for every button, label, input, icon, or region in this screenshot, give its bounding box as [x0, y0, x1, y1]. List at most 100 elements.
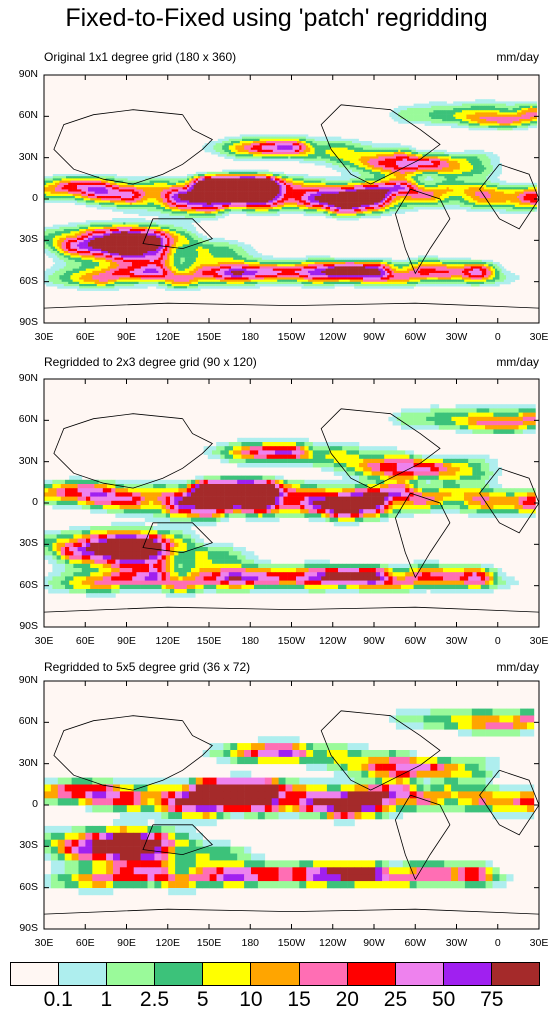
lon-label: 30W	[445, 937, 468, 949]
coastline	[320, 408, 441, 489]
colorbar-label: 50	[431, 988, 456, 1011]
colorbar-label: 1	[100, 988, 113, 1011]
coastline	[479, 467, 540, 534]
lat-label: 30S	[19, 233, 38, 246]
lat-label: 30N	[18, 454, 38, 467]
coastline	[479, 769, 540, 836]
lat-label: 90S	[19, 316, 38, 328]
lon-label: 120W	[319, 331, 347, 343]
panel-units: mm/day	[496, 50, 539, 64]
colorbar-swatch	[203, 963, 252, 985]
lon-label: 120W	[319, 635, 347, 647]
lon-label: 150E	[196, 635, 222, 647]
lat-label: 0	[32, 798, 38, 810]
main-title: Fixed-to-Fixed using 'patch' regridding	[65, 4, 488, 32]
panel-subtitle: Regridded to 2x3 degree grid (90 x 120)	[44, 355, 257, 369]
lon-label: 150W	[277, 635, 306, 647]
coastline	[394, 794, 451, 881]
lon-label: 180	[241, 937, 260, 949]
lon-label: 180	[241, 331, 260, 343]
lat-label: 30N	[18, 756, 38, 769]
lat-label: 30N	[18, 150, 38, 163]
lon-label: 90W	[363, 937, 385, 949]
colorbar-label: 5	[196, 988, 209, 1011]
coastline	[53, 715, 213, 791]
panel-subtitle: Regridded to 5x5 degree grid (36 x 72)	[44, 660, 251, 674]
lon-label: 60E	[75, 331, 95, 343]
colorbar-swatch	[347, 963, 396, 985]
lat-label: 60N	[18, 109, 38, 122]
lat-label: 30S	[19, 537, 38, 550]
colorbar-label: 75	[480, 988, 504, 1011]
lon-label: 90W	[363, 635, 385, 647]
coastline	[394, 188, 451, 275]
lat-label: 60S	[19, 578, 38, 591]
lon-label: 0	[494, 635, 501, 647]
coastline	[320, 104, 441, 185]
colorbar-label: 0.1	[43, 988, 73, 1011]
colorbar-swatch	[107, 963, 156, 985]
lon-label: 0	[494, 331, 501, 343]
lon-label: 150W	[277, 937, 306, 949]
colorbar-swatch	[491, 963, 540, 985]
lat-label: 30S	[19, 839, 38, 852]
coastline	[320, 710, 441, 791]
lon-label: 30E	[34, 937, 54, 949]
lat-label: 90N	[18, 68, 38, 80]
lon-label: 60E	[75, 635, 95, 647]
coastline	[53, 109, 213, 185]
lat-label: 90S	[19, 922, 38, 934]
panel-units: mm/day	[496, 660, 539, 674]
lon-label: 30E	[529, 331, 549, 343]
colorbar-swatch	[155, 963, 204, 985]
lon-label: 150W	[277, 331, 306, 343]
lat-label: 60N	[18, 715, 38, 728]
lat-label: 90S	[19, 620, 38, 632]
colorbar	[10, 962, 540, 986]
lon-label: 30E	[529, 937, 549, 949]
colorbar-swatch	[11, 963, 60, 985]
coastline	[394, 492, 451, 579]
lat-label: 90N	[18, 372, 38, 384]
lon-label: 180	[241, 635, 260, 647]
lon-label: 30E	[34, 635, 54, 647]
colorbar-label: 15	[287, 988, 311, 1011]
colorbar-label: 20	[335, 988, 359, 1011]
lon-label: 30W	[445, 331, 468, 343]
precip-map	[43, 74, 540, 324]
lon-label: 30W	[445, 635, 468, 647]
lat-label: 60N	[18, 413, 38, 426]
lon-label: 120E	[155, 331, 181, 343]
colorbar-label: 10	[239, 988, 263, 1011]
lat-label: 0	[32, 496, 38, 508]
coastline	[53, 413, 213, 489]
coastline	[142, 218, 214, 250]
lat-label: 60S	[19, 880, 38, 893]
lon-label: 120E	[155, 635, 181, 647]
coastline	[142, 522, 214, 554]
lat-label: 90N	[18, 674, 38, 686]
lon-label: 60E	[75, 937, 95, 949]
lon-label: 90W	[363, 331, 385, 343]
colorbar-swatch	[443, 963, 492, 985]
colorbar-swatch	[299, 963, 348, 985]
lon-label: 60W	[404, 635, 427, 647]
coastline	[142, 824, 214, 856]
lat-label: 60S	[19, 274, 38, 287]
coastline	[43, 908, 540, 915]
lon-label: 30E	[34, 331, 54, 343]
coastline	[43, 302, 540, 309]
colorbar-swatch	[251, 963, 300, 985]
precip-map	[43, 378, 540, 628]
lat-label: 0	[32, 192, 38, 204]
lon-label: 30E	[529, 635, 549, 647]
lon-label: 60W	[404, 331, 427, 343]
lon-label: 90E	[117, 635, 136, 647]
colorbar-label: 25	[383, 988, 408, 1011]
lon-label: 120E	[155, 937, 181, 949]
colorbar-label: 2.5	[139, 988, 170, 1011]
lon-label: 90E	[117, 937, 136, 949]
lon-label: 150E	[196, 937, 222, 949]
coastline	[479, 163, 540, 230]
colorbar-swatch	[59, 963, 108, 985]
